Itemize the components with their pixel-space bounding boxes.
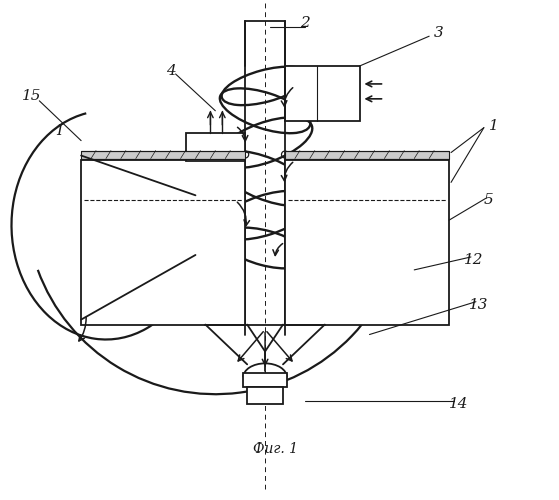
Text: I: I bbox=[56, 124, 62, 138]
Text: 15: 15 bbox=[22, 89, 41, 103]
Text: 13: 13 bbox=[469, 298, 489, 312]
Bar bbox=[285, 66, 359, 120]
Text: 2: 2 bbox=[300, 16, 310, 30]
Text: Фиг. 1: Фиг. 1 bbox=[253, 442, 297, 456]
Text: 1: 1 bbox=[489, 118, 499, 132]
Bar bbox=[81, 150, 245, 158]
Bar bbox=[243, 374, 287, 387]
Bar bbox=[247, 387, 283, 404]
Text: 5: 5 bbox=[484, 194, 494, 207]
Text: 12: 12 bbox=[464, 253, 484, 267]
Text: 3: 3 bbox=[434, 26, 444, 40]
Bar bbox=[186, 132, 245, 160]
Bar bbox=[285, 160, 449, 324]
Text: 4: 4 bbox=[165, 64, 176, 78]
Bar bbox=[81, 160, 245, 324]
Text: 14: 14 bbox=[449, 397, 469, 411]
Bar bbox=[285, 150, 449, 158]
